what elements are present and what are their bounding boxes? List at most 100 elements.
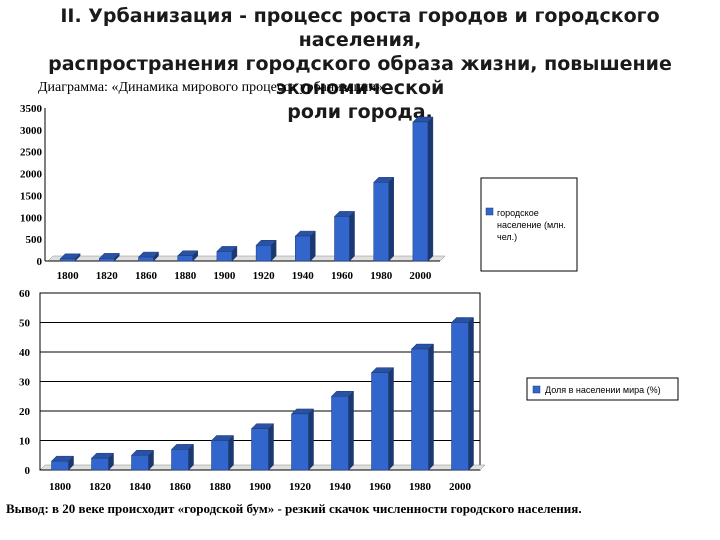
y-tick-label: 60 xyxy=(19,288,31,300)
bar xyxy=(137,251,160,262)
x-tick-label: 1900 xyxy=(213,270,236,282)
slide-title: II. Урбанизация - процесс роста городов … xyxy=(0,4,720,124)
x-tick-label: 1960 xyxy=(331,270,354,282)
x-tick-label: 1860 xyxy=(169,481,192,493)
bar xyxy=(170,443,195,471)
title-line-3: роли города. xyxy=(287,101,433,123)
bar xyxy=(333,210,356,262)
bar-front xyxy=(59,258,76,262)
bar xyxy=(98,252,120,262)
x-tick-label: 1880 xyxy=(174,270,197,282)
bar-front xyxy=(99,258,115,262)
bar xyxy=(370,367,395,471)
x-tick-label: 2000 xyxy=(449,481,472,493)
legend-swatch xyxy=(485,207,494,216)
bar-front xyxy=(131,455,149,471)
x-tick-label: 1800 xyxy=(49,481,72,493)
y-tick-label: 3500 xyxy=(20,103,43,115)
y-tick-label: 30 xyxy=(19,377,31,389)
bar xyxy=(410,343,435,471)
bar xyxy=(255,239,277,262)
legend-label: чел.) xyxy=(497,232,517,242)
bar xyxy=(210,434,235,471)
x-tick-label: 1920 xyxy=(253,270,276,282)
bar xyxy=(130,449,155,471)
bar xyxy=(294,230,316,262)
x-tick-label: 1820 xyxy=(96,270,119,282)
bar-front xyxy=(211,440,229,471)
bar-side xyxy=(228,434,234,471)
bar-front xyxy=(216,251,233,262)
bar-side xyxy=(268,423,274,471)
legend-label: городское xyxy=(497,208,539,218)
bar xyxy=(50,455,75,471)
y-tick-label: 2500 xyxy=(20,147,43,159)
bar-front xyxy=(331,396,349,471)
bar-side xyxy=(308,408,314,471)
y-tick-label: 1000 xyxy=(20,212,43,224)
bar-front xyxy=(51,460,69,471)
x-tick-label: 1840 xyxy=(129,481,152,493)
conclusion-text: Вывод: в 20 веке происходит «городской б… xyxy=(6,501,582,516)
legend-box xyxy=(480,177,578,272)
bar xyxy=(59,253,81,262)
bar-side xyxy=(348,390,354,471)
bar-front xyxy=(411,348,429,471)
y-tick-label: 500 xyxy=(26,234,43,246)
bar xyxy=(290,408,315,471)
bar xyxy=(330,390,355,471)
y-tick-label: 10 xyxy=(19,436,31,448)
bar-side xyxy=(388,367,394,471)
bar-front xyxy=(451,322,469,471)
bar xyxy=(250,423,275,471)
bar-side xyxy=(428,343,434,471)
x-tick-label: 1980 xyxy=(409,481,432,493)
bar xyxy=(412,116,434,262)
y-tick-label: 2000 xyxy=(20,169,43,181)
x-tick-label: 1940 xyxy=(292,270,315,282)
legend-label: население (млн. xyxy=(497,220,566,230)
x-tick-label: 1880 xyxy=(209,481,232,493)
bar-front xyxy=(373,182,389,262)
bar-front xyxy=(91,457,109,471)
y-tick-label: 50 xyxy=(19,318,31,330)
x-tick-label: 1960 xyxy=(369,481,392,493)
urban-population-chart: 0 500 1000 1500 2000 2500 3000 3500 1800 1820 1860… xyxy=(20,103,578,282)
x-tick-label: 1860 xyxy=(135,270,158,282)
title-line-1: II. Урбанизация - процесс роста городов … xyxy=(60,5,660,51)
y-tick-label: 0 xyxy=(25,465,31,477)
bar xyxy=(450,316,475,471)
bar-side xyxy=(349,210,355,262)
bar-front xyxy=(334,216,350,262)
x-tick-label: 1900 xyxy=(249,481,272,493)
x-tick-label: 2000 xyxy=(409,270,432,282)
bar-front xyxy=(177,255,193,262)
bar-front xyxy=(251,428,269,471)
legend-label: Доля в населении мира (%) xyxy=(545,385,661,395)
bar-front xyxy=(412,121,429,262)
bar-front xyxy=(255,245,272,262)
x-tick-label: 1940 xyxy=(329,481,352,493)
legend-box xyxy=(526,377,679,401)
y-tick-label: 3000 xyxy=(20,125,43,137)
x-tick-label: 1800 xyxy=(57,270,80,282)
bar-front xyxy=(291,413,309,471)
diagram-caption: Диаграмма: «Динамика мирового процесса у… xyxy=(38,80,387,95)
y-tick-label: 20 xyxy=(19,406,31,418)
y-tick-label: 1500 xyxy=(20,190,43,202)
bar xyxy=(216,245,238,262)
title-line-2: распространения городского образа жизни,… xyxy=(48,53,672,99)
y-tick-label: 40 xyxy=(19,347,31,359)
urban-share-chart: 0 10 20 30 40 50 60 1800 1820 1840 1860 1880 1900 192… xyxy=(19,288,679,493)
bar-front xyxy=(138,256,154,262)
bar xyxy=(177,250,199,262)
bar xyxy=(90,452,115,471)
bar-front xyxy=(295,235,311,262)
bar-front xyxy=(171,449,189,471)
bar xyxy=(373,176,395,262)
bar-side xyxy=(468,316,474,471)
x-tick-label: 1980 xyxy=(370,270,393,282)
bar-side xyxy=(427,116,434,262)
bar-front xyxy=(371,372,389,471)
